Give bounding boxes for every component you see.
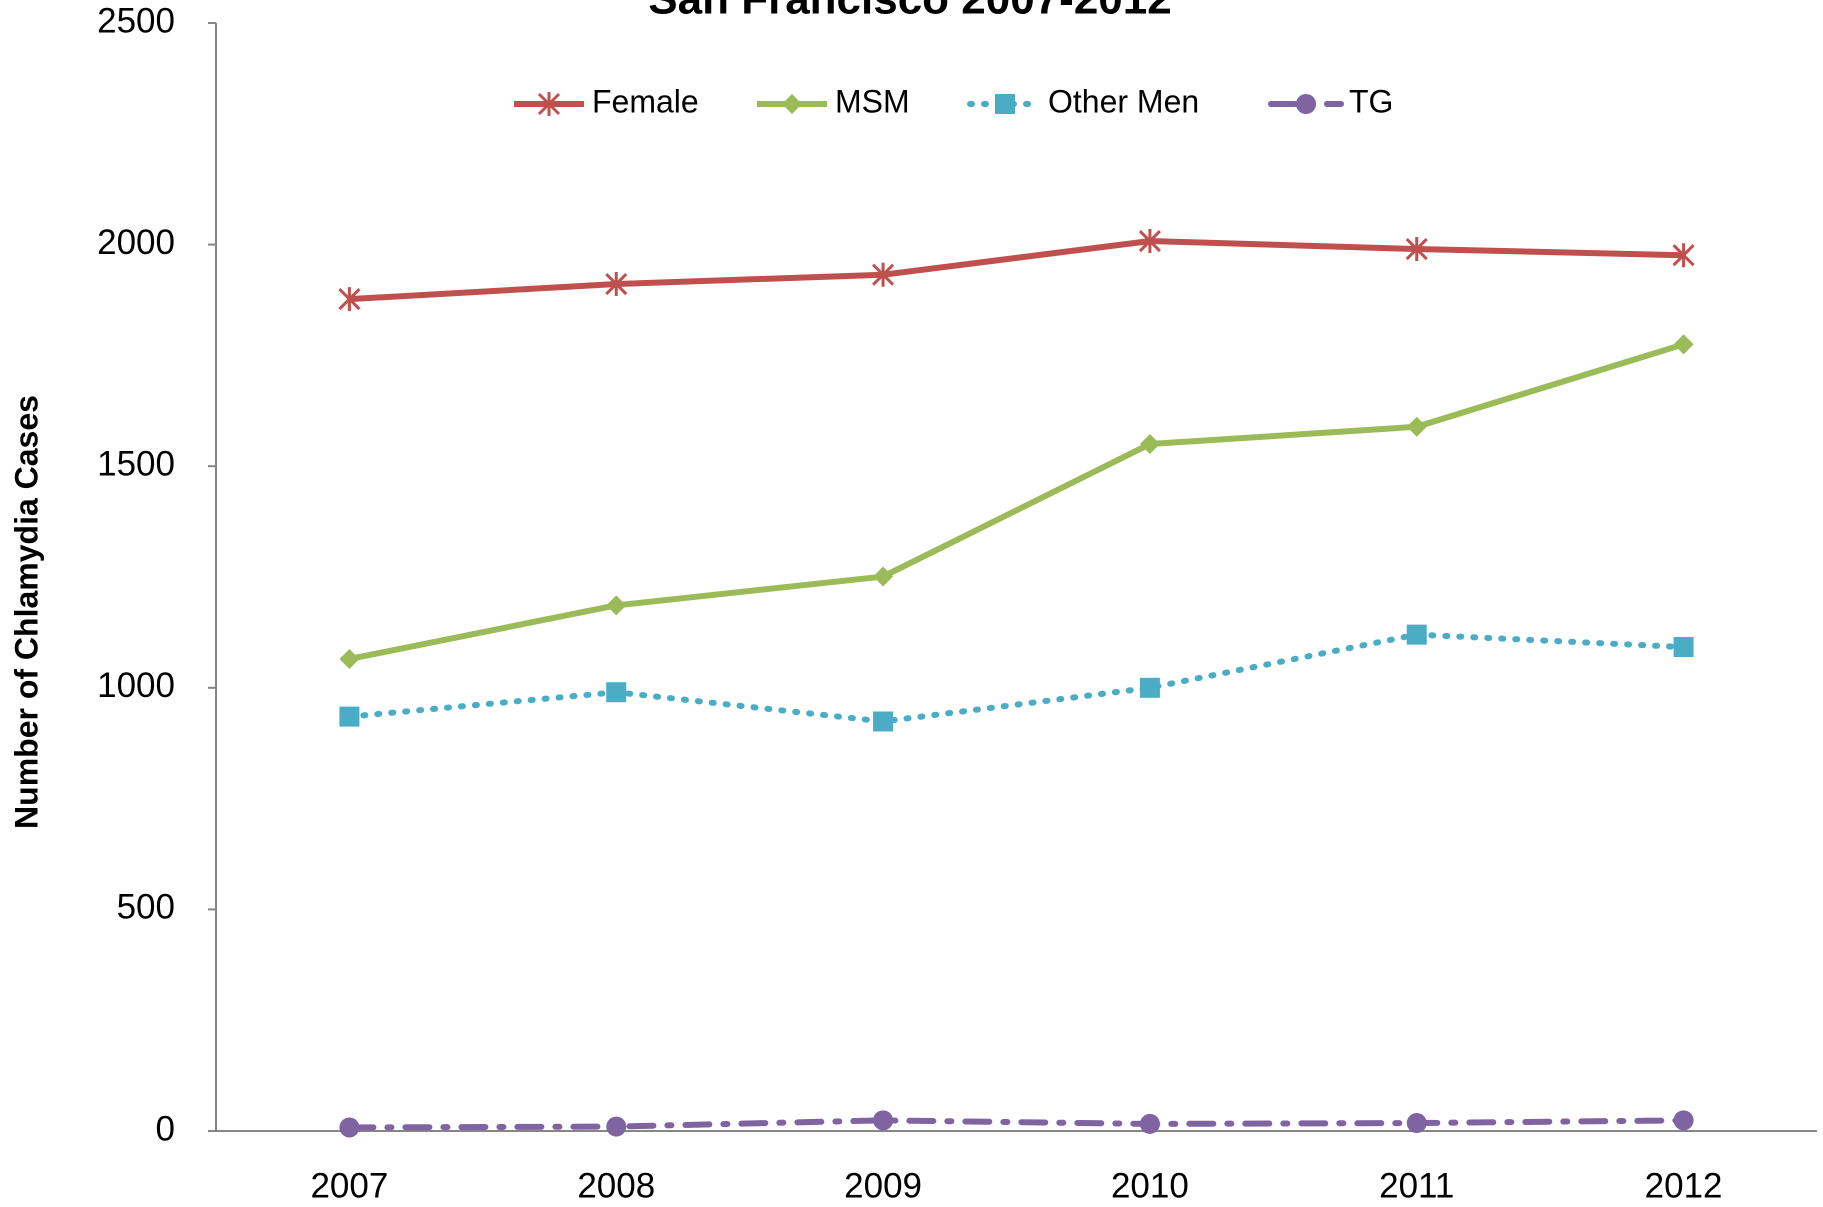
marker — [873, 1110, 894, 1131]
marker — [1406, 416, 1427, 437]
y-tick-label: 500 — [117, 888, 175, 927]
marker — [606, 682, 627, 703]
x-tick-label: 2007 — [310, 1166, 388, 1205]
marker — [1406, 624, 1427, 645]
y-tick-label: 2000 — [97, 223, 175, 262]
x-tick-label: 2010 — [1111, 1166, 1189, 1205]
y-tick-label: 1000 — [97, 666, 175, 705]
marker — [872, 262, 895, 287]
marker — [1139, 434, 1160, 455]
marker — [339, 1117, 360, 1138]
marker — [1672, 243, 1695, 268]
y-tick-label: 2500 — [97, 1, 175, 40]
legend-label: MSM — [835, 83, 910, 119]
marker — [338, 287, 361, 312]
legend-label: TG — [1349, 83, 1393, 119]
y-tick-label: 0 — [156, 1109, 175, 1148]
y-axis-label: Number of Chlamydia Cases — [8, 395, 44, 829]
x-tick-label: 2008 — [577, 1166, 655, 1205]
marker — [1139, 677, 1160, 698]
x-tick-label: 2009 — [844, 1166, 922, 1205]
series-line — [348, 341, 1685, 662]
legend-label: Female — [592, 83, 699, 119]
x-tick-label: 2011 — [1379, 1166, 1454, 1205]
series-line — [346, 1117, 1687, 1131]
legend-marker — [782, 94, 802, 114]
marker — [1673, 637, 1694, 658]
series-line — [349, 238, 1684, 303]
marker — [1673, 1110, 1694, 1131]
marker — [873, 711, 894, 732]
marker — [605, 272, 628, 297]
marker — [339, 648, 360, 669]
y-tick-label: 1500 — [97, 444, 175, 483]
marker — [1673, 334, 1694, 355]
marker — [1139, 1113, 1160, 1134]
marker — [606, 1116, 627, 1137]
marker — [1406, 1113, 1427, 1134]
legend-marker — [537, 92, 561, 116]
marker — [1138, 229, 1161, 254]
chart-title: San Francisco 2007-2012 — [648, 0, 1171, 24]
series-line — [346, 631, 1687, 725]
legend-marker — [1296, 94, 1316, 114]
marker — [606, 595, 627, 616]
legend-label: Other Men — [1048, 83, 1199, 119]
x-tick-label: 2012 — [1645, 1166, 1723, 1205]
legend-marker — [995, 94, 1015, 114]
marker — [1405, 237, 1428, 262]
marker — [339, 706, 360, 727]
marker — [873, 566, 894, 587]
